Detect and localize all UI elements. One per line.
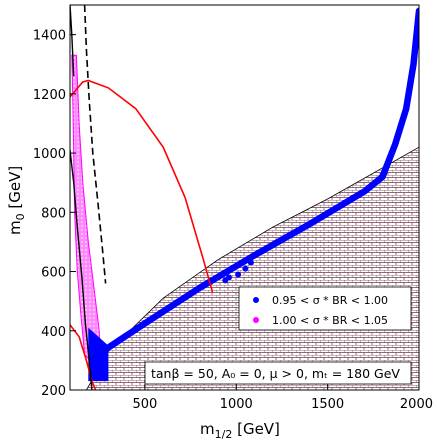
y-axis-ticks: 200 400 600 800 1000 1200 1400 xyxy=(33,29,76,399)
annotation-box: tanβ = 50, A₀ = 0, μ > 0, mₜ = 180 GeV xyxy=(144,361,412,385)
y-axis-title: m0 [GeV] xyxy=(6,166,27,235)
blue-low-region xyxy=(88,327,109,382)
red-lower-curve xyxy=(70,324,97,390)
annotation-text: tanβ = 50, A₀ = 0, μ > 0, mₜ = 180 GeV xyxy=(151,366,400,381)
plot-frame xyxy=(69,4,420,391)
legend-label-0: 0.95 < σ * BR < 1.00 xyxy=(272,294,388,307)
y-tick-label-3: 800 xyxy=(41,206,66,221)
blue-point-4 xyxy=(247,259,254,266)
x-tick-label-0: 500 xyxy=(133,397,158,412)
blue-point-3 xyxy=(242,265,249,272)
plot-area xyxy=(70,5,419,390)
x-tick-label-2: 1500 xyxy=(311,397,344,412)
y-tick-label-0: 200 xyxy=(41,384,66,399)
black-solid-curve xyxy=(70,150,93,390)
x-axis-title: m1/2 [GeV] xyxy=(200,420,280,441)
legend-marker-1 xyxy=(253,317,259,323)
black-dashed-curve xyxy=(83,5,107,284)
x-tick-label-3: 2000 xyxy=(400,397,433,412)
y-tick-label-1: 400 xyxy=(41,325,66,340)
y-tick-label-5: 1200 xyxy=(33,88,66,103)
legend: 0.95 < σ * BR < 1.00 1.00 < σ * BR < 1.0… xyxy=(238,286,412,331)
legend-label-1: 1.00 < σ * BR < 1.05 xyxy=(272,314,388,327)
x-axis-ticks: 500 1000 1500 2000 xyxy=(133,384,433,412)
blue-point-2 xyxy=(235,271,242,278)
blue-point-1 xyxy=(225,274,232,281)
y-tick-label-4: 1000 xyxy=(33,147,66,162)
y-tick-label-6: 1400 xyxy=(33,29,66,44)
x-tick-label-1: 1000 xyxy=(220,397,253,412)
y-tick-label-2: 600 xyxy=(41,266,66,281)
blue-scatter xyxy=(222,259,254,284)
red-curve xyxy=(70,79,214,293)
blue-band xyxy=(101,7,419,354)
legend-marker-0 xyxy=(253,297,259,303)
